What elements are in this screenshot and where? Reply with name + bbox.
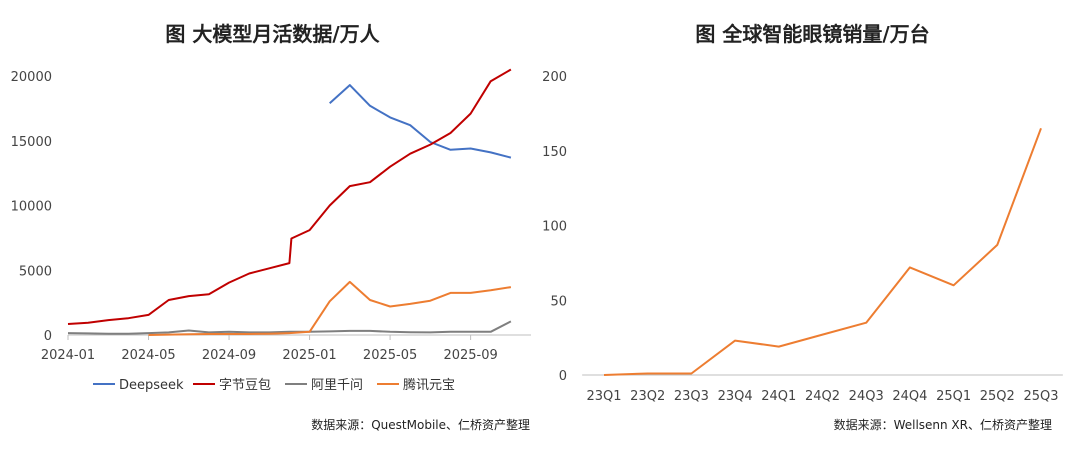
x-tick-label: 2024-09	[202, 348, 256, 363]
mau-chart-panel: 图 大模型月活数据/万人 0 5000 10000 15000 20000 2024-01…	[11, 22, 531, 432]
mau-chart-title: 图 大模型月活数据/万人	[165, 22, 380, 46]
x-tick-label: 24Q2	[805, 389, 840, 404]
mau-line-chart: 0 5000 10000 15000 20000 2024-01 2024-05 2024-0…	[11, 68, 531, 393]
y-tick-label: 0	[44, 329, 52, 344]
x-tick-label: 25Q1	[936, 389, 971, 404]
glasses-chart-source: 数据来源：Wellsenn XR、仁桥资产整理	[833, 418, 1052, 432]
y-tick-label: 15000	[11, 135, 52, 150]
x-tick-label: 24Q1	[761, 389, 796, 404]
legend-label: Deepseek	[119, 378, 184, 393]
x-tick-label: 24Q4	[892, 389, 927, 404]
x-tick-label: 2024-01	[41, 348, 95, 363]
x-tick-label: 25Q3	[1023, 389, 1058, 404]
legend-label: 字节豆包	[219, 378, 271, 393]
series-line-Deepseek	[329, 84, 512, 159]
x-tick-label: 25Q2	[980, 389, 1015, 404]
legend-label: 阿里千问	[311, 378, 363, 393]
mau-chart-source: 数据来源：QuestMobile、仁桥资产整理	[311, 418, 530, 432]
series-line-字节豆包	[67, 68, 512, 325]
glasses-line-chart: 0 50 100 150 200 23Q1 23Q2 23Q3 23Q4 24Q1 24Q2 24Q3…	[542, 70, 1063, 404]
x-tick-label: 2025-09	[443, 348, 497, 363]
y-tick-label: 10000	[11, 200, 52, 215]
x-tick-label: 2024-05	[121, 348, 175, 363]
glasses-chart-title: 图 全球智能眼镜销量/万台	[695, 22, 930, 46]
glasses-chart-panel: 图 全球智能眼镜销量/万台 0 50 100 150 200 23Q1 23Q2 23Q3 23…	[542, 0, 1080, 454]
y-tick-label: 20000	[11, 70, 52, 85]
x-tick-label: 2025-01	[282, 348, 336, 363]
y-tick-label: 5000	[19, 264, 52, 279]
x-tick-label: 24Q3	[849, 389, 884, 404]
x-tick-label: 23Q2	[630, 389, 665, 404]
y-tick-label: 200	[542, 70, 567, 85]
x-tick-label: 2025-05	[363, 348, 417, 363]
legend-label: 腾讯元宝	[403, 377, 455, 393]
x-tick-label: 23Q1	[586, 389, 621, 404]
series-line-腾讯元宝	[148, 280, 512, 336]
x-tick-label: 23Q3	[674, 389, 709, 404]
y-tick-label: 150	[542, 145, 567, 160]
sales-series-line	[603, 127, 1042, 376]
y-tick-label: 50	[550, 294, 567, 309]
x-tick-label: 23Q4	[718, 389, 753, 404]
series-line-阿里千问	[67, 320, 512, 335]
y-tick-label: 100	[542, 220, 567, 235]
y-tick-label: 0	[559, 369, 567, 384]
